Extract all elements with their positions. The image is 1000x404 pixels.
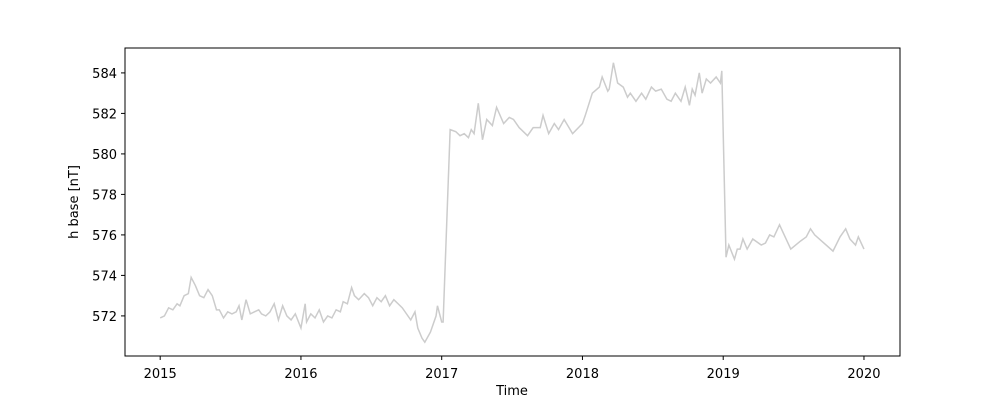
x-tick-label: 2016	[284, 367, 317, 382]
x-axis-label: Time	[495, 384, 528, 399]
data-line	[159, 62, 865, 344]
y-tick-label: 584	[92, 67, 117, 82]
y-tick-label: 582	[92, 107, 117, 122]
y-axis-label: h base [nT]	[67, 165, 82, 239]
y-tick-label: 576	[92, 229, 117, 244]
y-tick-label: 574	[92, 269, 117, 284]
plot-frame	[124, 47, 901, 357]
y-tick-label: 580	[92, 148, 117, 163]
x-tick-label: 2015	[144, 367, 177, 382]
x-tick-label: 2020	[847, 367, 880, 382]
x-tick-label: 2019	[707, 367, 740, 382]
x-tick-label: 2018	[566, 367, 599, 382]
x-tick-label: 2017	[425, 367, 458, 382]
y-tick-label: 572	[92, 310, 117, 325]
y-tick-label: 578	[92, 188, 117, 203]
